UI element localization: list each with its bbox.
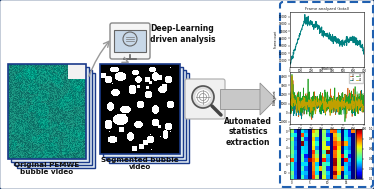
Y-axis label: Blob count: Blob count: [273, 91, 277, 105]
L3: [362, 92, 366, 94]
Circle shape: [196, 90, 210, 104]
Text: Original PEMWE
bubble video: Original PEMWE bubble video: [14, 162, 80, 175]
Polygon shape: [260, 83, 276, 115]
Title: Frame analyzed (total): Frame analyzed (total): [305, 7, 349, 11]
Legend: L1, L2, L3, L4: L1, L2, L3, L4: [349, 73, 363, 83]
L2: [362, 108, 366, 110]
Text: Deep-Learning
driven analysis: Deep-Learning driven analysis: [150, 24, 215, 44]
L4: [332, 105, 337, 107]
Bar: [11, 67, 89, 162]
L1: [332, 99, 337, 101]
L1: [362, 98, 366, 100]
Text: Segmented bubble
video: Segmented bubble video: [101, 157, 179, 170]
X-axis label: Frame Number: Frame Number: [317, 75, 337, 79]
L3: [288, 100, 292, 102]
Y-axis label: Frame count: Frame count: [274, 31, 278, 48]
Bar: [106, 70, 186, 160]
Bar: [14, 70, 92, 165]
L3: [333, 103, 338, 105]
L4: [328, 114, 332, 117]
FancyBboxPatch shape: [280, 2, 373, 187]
FancyBboxPatch shape: [185, 79, 225, 119]
L1: [288, 93, 292, 95]
L4: [288, 102, 292, 105]
L4: [362, 105, 366, 108]
L2: [334, 112, 338, 115]
L4: [290, 74, 294, 77]
L4: [334, 98, 338, 101]
L1: [334, 108, 338, 110]
L2: [288, 109, 292, 111]
Title: Blobs: Blobs: [322, 67, 332, 71]
L3: [343, 121, 347, 123]
Line: L2: L2: [290, 81, 364, 119]
L2: [288, 109, 292, 111]
L2: [332, 108, 337, 111]
Text: Automated
statistics
extraction: Automated statistics extraction: [224, 117, 272, 147]
FancyBboxPatch shape: [110, 23, 150, 59]
Line: L3: L3: [290, 74, 364, 122]
Bar: [220, 89, 260, 109]
L3: [332, 103, 337, 105]
Line: L1: L1: [290, 76, 364, 119]
L1: [310, 118, 314, 121]
L1: [290, 75, 294, 77]
L3: [350, 103, 355, 105]
L1: [288, 100, 292, 102]
Bar: [8, 64, 86, 159]
Line: L4: L4: [290, 76, 364, 115]
Bar: [114, 30, 146, 52]
L3: [332, 107, 336, 109]
Bar: [109, 73, 189, 163]
L2: [355, 98, 360, 100]
L2: [350, 103, 355, 106]
L3: [290, 73, 294, 75]
L1: [350, 107, 355, 110]
L4: [355, 105, 360, 107]
L3: [355, 106, 360, 108]
L2: [300, 118, 304, 120]
Circle shape: [192, 86, 214, 108]
L4: [350, 107, 355, 109]
L1: [332, 93, 337, 95]
L1: [355, 100, 360, 102]
L3: [288, 91, 292, 93]
Bar: [100, 64, 180, 154]
L2: [332, 105, 337, 107]
L2: [290, 80, 294, 82]
L4: [288, 101, 292, 103]
Bar: [17, 73, 95, 168]
L4: [332, 99, 337, 101]
X-axis label: Frame Number: Frame Number: [317, 132, 337, 136]
Bar: [103, 67, 183, 157]
